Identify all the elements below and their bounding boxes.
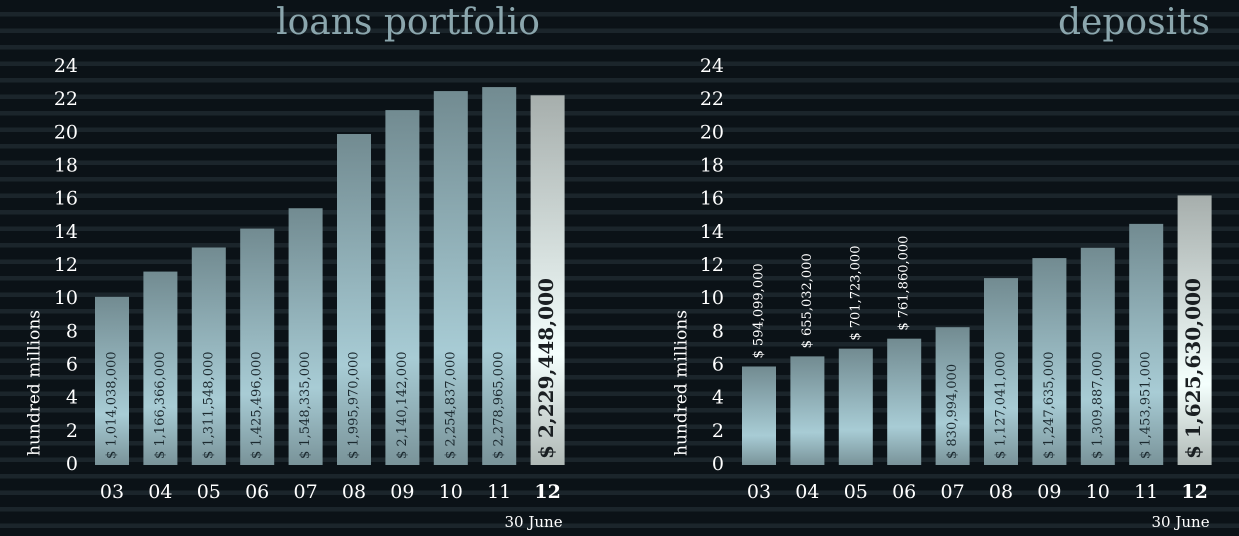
bar <box>143 271 178 465</box>
annotation: 30 June <box>505 513 563 531</box>
y-tick-label: 2 <box>712 420 724 442</box>
value-label: $ 2,229,448,000 <box>534 278 558 459</box>
y-tick-label: 24 <box>54 55 78 77</box>
value-label: $ 1,425,496,000 <box>250 351 265 459</box>
y-tick-label: 0 <box>66 453 78 475</box>
value-label: $ 761,860,000 <box>897 236 912 331</box>
bar <box>530 95 565 465</box>
chart-title: deposits <box>1058 2 1210 43</box>
y-tick-label: 16 <box>700 188 724 210</box>
bar <box>337 134 371 465</box>
y-tick-label: 14 <box>700 221 724 243</box>
bar <box>433 91 468 465</box>
value-label: $ 830,994,000 <box>945 364 960 459</box>
y-tick-label: 2 <box>66 420 78 442</box>
y-tick-label: 8 <box>712 320 724 342</box>
x-tick-label: 06 <box>245 481 269 503</box>
bar <box>95 296 129 465</box>
y-tick-label: 18 <box>54 155 78 177</box>
bar <box>191 247 226 465</box>
y-tick-label: 6 <box>66 354 78 376</box>
bar <box>790 356 825 465</box>
x-tick-label: 04 <box>148 481 172 503</box>
x-tick-label: 09 <box>1037 481 1061 503</box>
bar <box>1129 223 1164 465</box>
x-tick-label: 04 <box>795 481 819 503</box>
x-tick-label: 07 <box>294 481 318 503</box>
y-tick-label: 12 <box>700 254 724 276</box>
x-tick-label: 12 <box>534 481 560 503</box>
value-label: $ 2,254,837,000 <box>443 351 458 459</box>
bar <box>1080 247 1115 465</box>
bar <box>240 228 275 465</box>
value-label: $ 1,247,635,000 <box>1042 351 1057 459</box>
bar <box>1032 258 1067 465</box>
y-tick-label: 10 <box>700 287 724 309</box>
x-tick-label: 10 <box>1086 481 1110 503</box>
x-tick-label: 05 <box>197 481 221 503</box>
bar <box>1177 195 1212 465</box>
x-tick-label: 07 <box>941 481 965 503</box>
value-label: $ 655,032,000 <box>800 253 815 348</box>
bar <box>482 87 517 465</box>
x-tick-label: 08 <box>342 481 366 503</box>
x-tick-label: 11 <box>1134 481 1158 503</box>
value-label: $ 1,548,335,000 <box>298 351 313 459</box>
x-tick-label: 03 <box>747 481 771 503</box>
y-tick-label: 14 <box>54 221 78 243</box>
y-tick-label: 24 <box>700 55 724 77</box>
value-label: $ 1,014,038,000 <box>105 351 120 459</box>
y-tick-label: 10 <box>54 287 78 309</box>
y-tick-label: 20 <box>54 121 78 143</box>
value-label: $ 2,278,965,000 <box>492 351 507 459</box>
value-label: $ 1,311,548,000 <box>201 351 216 459</box>
value-label: $ 1,127,041,000 <box>994 351 1009 459</box>
x-tick-label: 12 <box>1181 481 1207 503</box>
value-label: $ 1,625,630,000 <box>1181 278 1205 459</box>
chart-title: loans portfolio <box>276 2 540 43</box>
bar <box>385 110 420 466</box>
y-tick-label: 22 <box>700 88 724 110</box>
x-tick-label: 08 <box>989 481 1013 503</box>
bar <box>838 348 873 465</box>
bar <box>984 278 1018 465</box>
y-tick-label: 4 <box>712 387 724 409</box>
bar <box>288 208 323 466</box>
y-tick-label: 4 <box>66 387 78 409</box>
y-tick-label: 22 <box>54 88 78 110</box>
y-axis-label: hundred millions <box>25 310 45 456</box>
y-tick-label: 20 <box>700 121 724 143</box>
y-tick-label: 16 <box>54 188 78 210</box>
x-tick-label: 03 <box>100 481 124 503</box>
x-tick-label: 06 <box>892 481 916 503</box>
value-label: $ 1,995,970,000 <box>347 351 362 459</box>
y-tick-label: 8 <box>66 320 78 342</box>
x-tick-label: 09 <box>390 481 414 503</box>
value-label: $ 1,309,887,000 <box>1090 351 1105 459</box>
bar <box>935 327 970 465</box>
value-label: $ 2,140,142,000 <box>395 351 410 459</box>
x-tick-label: 11 <box>487 481 511 503</box>
y-tick-label: 12 <box>54 254 78 276</box>
value-label: $ 1,453,951,000 <box>1139 351 1154 459</box>
y-axis-label: hundred millions <box>672 310 692 456</box>
annotation: 30 June <box>1152 513 1210 531</box>
value-label: $ 701,723,000 <box>848 246 863 341</box>
value-label: $ 594,099,000 <box>752 263 767 358</box>
value-label: $ 1,166,366,000 <box>153 351 168 459</box>
bar <box>887 338 922 465</box>
x-tick-label: 10 <box>439 481 463 503</box>
y-tick-label: 6 <box>712 354 724 376</box>
y-tick-label: 18 <box>700 155 724 177</box>
bar <box>742 366 776 465</box>
y-tick-label: 0 <box>712 453 724 475</box>
x-tick-label: 05 <box>844 481 868 503</box>
